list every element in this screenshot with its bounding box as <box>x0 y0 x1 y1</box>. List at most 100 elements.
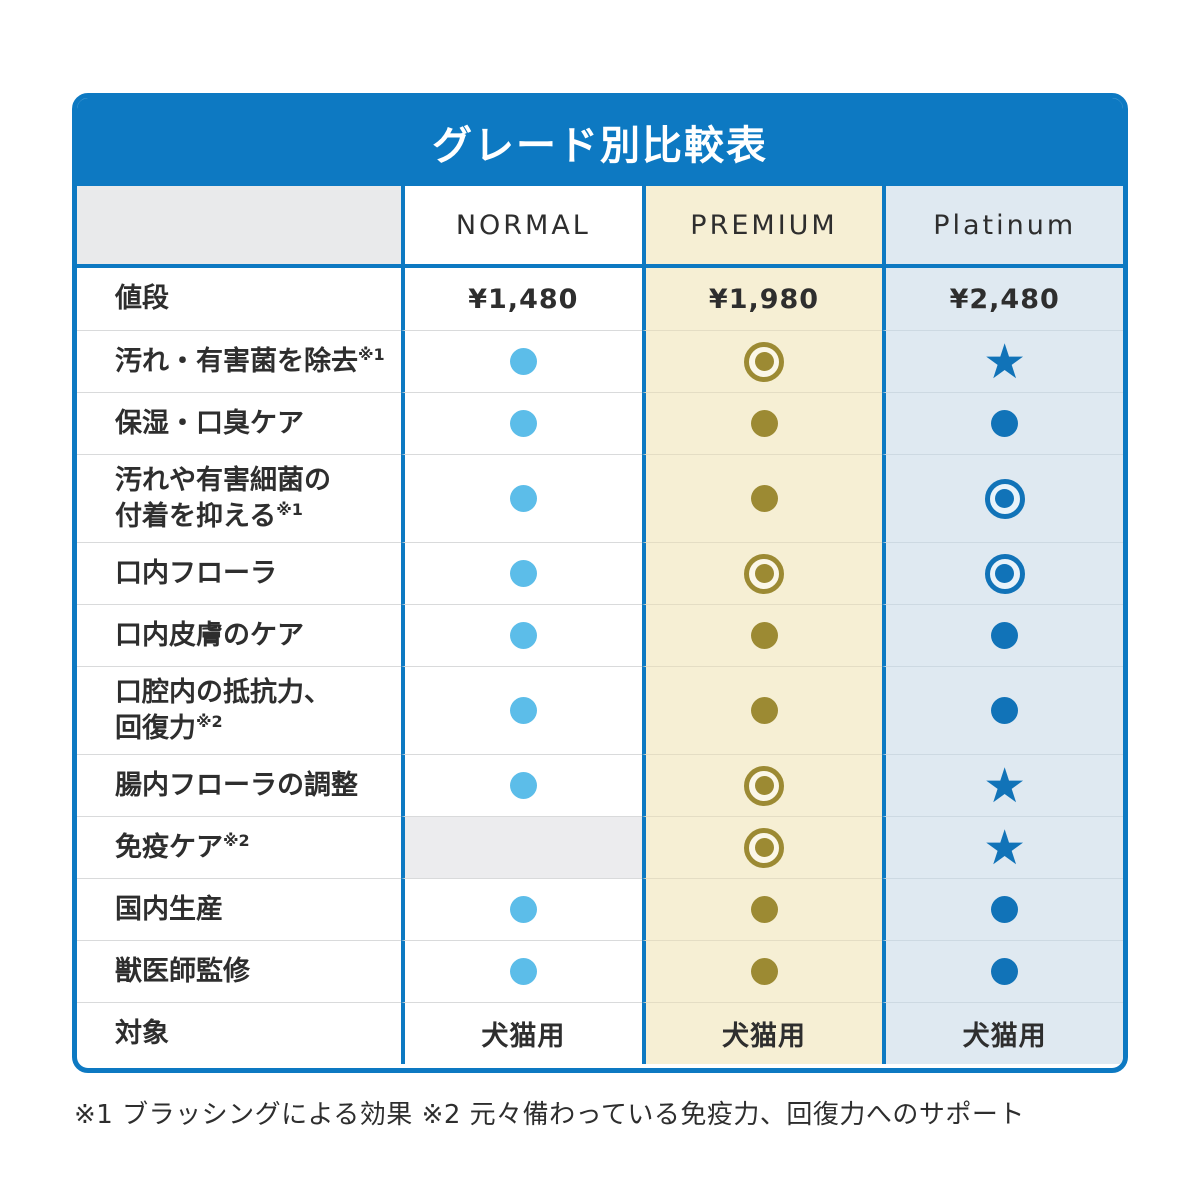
row-label: 国内生産 <box>115 892 223 928</box>
normal-value-cell <box>401 604 642 666</box>
double-circle-inner <box>754 564 774 583</box>
row-label-text: 国内生産 <box>115 893 223 925</box>
row-label-text: 対象 <box>115 1017 169 1049</box>
double-circle-inner <box>995 489 1015 508</box>
table-row: 値段 ¥1,480 ¥1,980 ¥2,480 <box>77 268 1123 330</box>
row-label-cell: 口内フローラ <box>77 542 401 604</box>
row-label-text: 汚れ・有害菌を除去 <box>115 345 358 377</box>
normal-value-cell <box>401 878 642 940</box>
row-label: 口内フローラ <box>115 556 277 592</box>
platinum-value-cell <box>882 542 1123 604</box>
table-row: 口内皮膚のケア <box>77 604 1123 666</box>
normal-value-cell: 犬猫用 <box>401 1002 642 1064</box>
table-row: 対象 犬猫用 犬猫用 犬猫用 <box>77 1002 1123 1064</box>
row-label: 汚れ・有害菌を除去※1 <box>115 344 385 380</box>
row-label: 腸内フローラの調整 <box>115 768 358 804</box>
table-row: 汚れや有害細菌の 付着を抑える※1 <box>77 454 1123 542</box>
premium-value-cell <box>641 666 883 754</box>
double-circle-icon <box>744 553 784 594</box>
table-row: 口内フローラ <box>77 542 1123 604</box>
table-row: 免疫ケア※2 ★ <box>77 816 1123 878</box>
platinum-value-cell <box>882 940 1123 1002</box>
star-icon: ★ <box>983 333 1027 390</box>
premium-value-cell <box>641 392 883 454</box>
column-header-row: NORMAL PREMIUM Platinum <box>77 186 1123 268</box>
row-label: 対象 <box>115 1016 169 1052</box>
row-label-cell: 値段 <box>77 268 401 330</box>
premium-value-cell <box>641 542 883 604</box>
platinum-value-cell: 犬猫用 <box>882 1002 1123 1064</box>
platinum-value-cell <box>882 604 1123 666</box>
row-label-cell: 国内生産 <box>77 878 401 940</box>
table-row: 獣医師監修 <box>77 940 1123 1002</box>
row-label-text: 保湿・口臭ケア <box>115 407 304 439</box>
dot-icon <box>991 896 1019 923</box>
dot-icon <box>750 896 778 923</box>
table-row: 口腔内の抵抗力、 回復力※2 <box>77 666 1123 754</box>
dot-icon <box>509 410 537 437</box>
double-circle-icon <box>744 827 784 868</box>
cell-value: ¥2,480 <box>949 283 1060 315</box>
row-label-cell: 保湿・口臭ケア <box>77 392 401 454</box>
row-label-cell: 獣医師監修 <box>77 940 401 1002</box>
row-label-cell: 腸内フローラの調整 <box>77 754 401 816</box>
dot-icon <box>991 622 1019 649</box>
dot-icon <box>991 958 1019 985</box>
row-label-text: 値段 <box>115 283 169 315</box>
row-label: 口内皮膚のケア <box>115 618 304 654</box>
table-body: 値段 ¥1,480 ¥1,980 ¥2,480 汚れ・有害菌を除去※1 ★ 保湿・口臭ケア汚… <box>77 268 1123 1068</box>
row-label: 汚れや有害細菌の 付着を抑える※1 <box>115 463 331 534</box>
footnote: ※1 ブラッシングによる効果 ※2 元々備わっている免疫力、回復力へのサポート <box>74 1100 1025 1130</box>
premium-value-cell <box>641 330 883 392</box>
premium-value-cell: 犬猫用 <box>641 1002 883 1064</box>
premium-value-cell <box>641 604 883 666</box>
table-row: 保湿・口臭ケア <box>77 392 1123 454</box>
row-label-cell: 汚れや有害細菌の 付着を抑える※1 <box>77 454 401 542</box>
star-icon: ★ <box>983 757 1027 814</box>
column-label: NORMAL <box>455 209 591 241</box>
table-row: 腸内フローラの調整 ★ <box>77 754 1123 816</box>
premium-value-cell: ¥1,980 <box>641 268 883 330</box>
premium-value-cell <box>641 754 883 816</box>
row-label: 値段 <box>115 281 169 317</box>
normal-value-cell <box>401 940 642 1002</box>
double-circle-inner <box>754 352 774 371</box>
column-header-platinum: Platinum <box>882 186 1123 264</box>
cell-value: ¥1,980 <box>708 283 820 315</box>
footnote-marker: ※2 <box>196 711 223 731</box>
double-circle-inner <box>995 564 1015 583</box>
platinum-value-cell: ★ <box>882 754 1123 816</box>
row-label-text: 口腔内の抵抗力、 回復力 <box>115 676 331 744</box>
dot-icon <box>509 622 537 649</box>
table-row: 国内生産 <box>77 878 1123 940</box>
row-label: 保湿・口臭ケア <box>115 406 304 442</box>
row-label-cell: 対象 <box>77 1002 401 1064</box>
double-circle-inner <box>754 776 774 795</box>
platinum-value-cell <box>882 454 1123 542</box>
double-circle-icon <box>984 553 1025 594</box>
row-label: 口腔内の抵抗力、 回復力※2 <box>115 675 331 746</box>
dot-icon <box>509 348 537 375</box>
premium-value-cell <box>641 940 883 1002</box>
row-label-cell: 汚れ・有害菌を除去※1 <box>77 330 401 392</box>
row-label-text: 免疫ケア <box>115 831 223 863</box>
row-label-cell: 口内皮膚のケア <box>77 604 401 666</box>
column-label: Platinum <box>933 209 1077 241</box>
dot-icon <box>991 410 1019 437</box>
row-label-cell: 口腔内の抵抗力、 回復力※2 <box>77 666 401 754</box>
platinum-value-cell <box>882 392 1123 454</box>
row-label-text: 口内フローラ <box>115 557 277 589</box>
row-label-text: 獣医師監修 <box>115 955 250 987</box>
dot-icon <box>509 772 537 799</box>
platinum-value-cell <box>882 666 1123 754</box>
normal-value-cell <box>401 816 642 878</box>
dot-icon <box>509 958 537 985</box>
cell-value: 犬猫用 <box>722 1021 806 1052</box>
dot-icon <box>509 697 537 724</box>
row-label-text: 汚れや有害細菌の 付着を抑える <box>115 464 331 532</box>
star-icon: ★ <box>983 819 1027 876</box>
footnote-marker: ※1 <box>276 499 303 519</box>
normal-value-cell <box>401 754 642 816</box>
cell-value: 犬猫用 <box>962 1021 1047 1052</box>
